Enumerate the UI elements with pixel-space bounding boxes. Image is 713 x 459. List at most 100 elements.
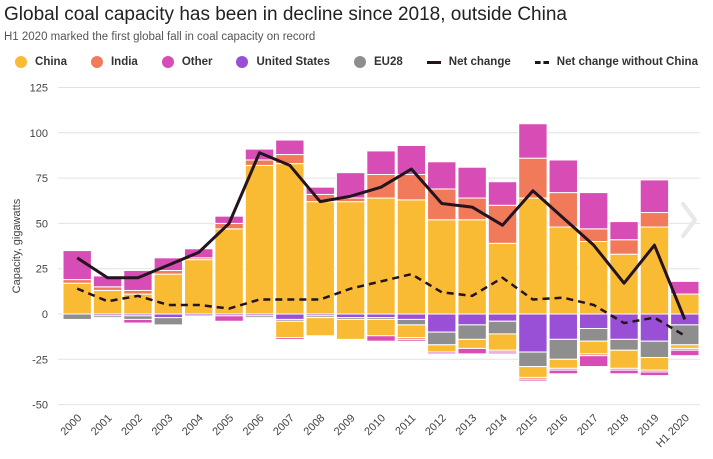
bar-segment-other bbox=[305, 186, 335, 195]
bar-segment-other bbox=[366, 150, 396, 175]
bar-segment-negative-eu28 bbox=[548, 338, 578, 360]
bar-segment-india bbox=[639, 212, 670, 228]
bar-segment-india bbox=[457, 197, 487, 221]
legend-item[interactable]: Other bbox=[161, 56, 213, 68]
bar-segment-negative-eu28 bbox=[487, 320, 518, 335]
x-tick-label: 2017 bbox=[575, 412, 601, 438]
bar-segment-china bbox=[518, 197, 548, 315]
legend-label: Net change without China bbox=[556, 56, 698, 68]
bar-segment-negative-china bbox=[366, 318, 396, 337]
bar-segment-other bbox=[487, 181, 518, 206]
y-tick-label: -50 bbox=[32, 400, 48, 412]
x-tick-label: 2006 bbox=[241, 412, 267, 438]
y-axis-label: Capacity, gigawatts bbox=[11, 198, 23, 293]
bar-segment-negative-united-states bbox=[639, 313, 670, 342]
bar-segment-other bbox=[639, 179, 670, 214]
bar-segment-negative-other bbox=[427, 351, 457, 355]
x-tick-label: 2002 bbox=[119, 412, 145, 438]
legend-swatch-dot bbox=[353, 56, 366, 68]
legend-item[interactable]: China bbox=[15, 56, 67, 68]
x-tick-label: 2015 bbox=[514, 412, 540, 438]
bar-segment-negative-other bbox=[518, 378, 548, 382]
bar-segment-china bbox=[305, 201, 335, 315]
legend-swatch-line bbox=[426, 60, 441, 64]
x-tick-label: 2011 bbox=[393, 412, 418, 437]
legend-swatch-dot bbox=[15, 56, 28, 68]
bar-segment-negative-eu28 bbox=[670, 324, 700, 346]
legend-label: Other bbox=[181, 56, 213, 68]
bar-segment-negative-eu28 bbox=[153, 317, 184, 326]
bar-segment-negative-united-states bbox=[457, 313, 487, 326]
legend-label: United States bbox=[256, 56, 330, 68]
bar-segment-negative-united-states bbox=[275, 313, 305, 320]
legend-label: China bbox=[35, 56, 67, 68]
bar-segment-negative-other bbox=[670, 349, 700, 357]
legend-swatch-dot bbox=[90, 56, 103, 68]
x-tick-label: H1 2020 bbox=[654, 412, 692, 450]
bar-segment-negative-united-states bbox=[487, 313, 518, 322]
bar-segment-other bbox=[609, 221, 639, 241]
bar-segment-negative-eu28 bbox=[518, 351, 548, 368]
bar-segment-negative-eu28 bbox=[639, 340, 670, 358]
x-tick-label: 2004 bbox=[180, 412, 206, 438]
chart-title: Global coal capacity has been in decline… bbox=[4, 4, 567, 25]
x-tick-label: 2007 bbox=[271, 412, 297, 438]
bar-segment-india bbox=[609, 239, 639, 255]
bar-segment-china bbox=[366, 197, 396, 315]
bar-segment-other bbox=[92, 275, 123, 288]
bar-segment-negative-united-states bbox=[396, 313, 427, 320]
bar-segment-india bbox=[62, 279, 92, 284]
bar-segment-china bbox=[335, 201, 366, 315]
bar-segment-negative-other bbox=[275, 337, 305, 340]
x-tick-label: 2008 bbox=[302, 412, 328, 438]
legend-label: Net change bbox=[448, 56, 511, 68]
bar-segment-negative-united-states bbox=[366, 313, 396, 319]
line-net-change-without-china bbox=[76, 272, 686, 337]
bar-segment-negative-other bbox=[214, 315, 244, 322]
y-tick-label: -25 bbox=[32, 354, 48, 366]
bar-segment-china bbox=[275, 163, 305, 315]
bar-segment-india bbox=[153, 270, 184, 275]
x-tick-label: 2005 bbox=[210, 412, 236, 438]
bar-segment-negative-other bbox=[578, 355, 609, 368]
legend-item[interactable]: India bbox=[90, 56, 138, 68]
bar-segment-negative-united-states bbox=[427, 313, 457, 333]
bar-segment-negative-other bbox=[548, 369, 578, 375]
bar-segment-negative-china bbox=[305, 317, 335, 337]
x-tick-label: 2013 bbox=[453, 412, 479, 438]
bar-segment-negative-eu28 bbox=[457, 324, 487, 340]
x-tick-label: 2003 bbox=[150, 412, 176, 438]
legend-item[interactable]: Net change bbox=[426, 56, 511, 68]
bar-segment-negative-other bbox=[639, 371, 670, 377]
bar-segment-other bbox=[275, 139, 305, 156]
bar-segment-negative-china bbox=[396, 324, 427, 339]
bar-segment-negative-china bbox=[427, 344, 457, 353]
bar-segment-negative-eu28 bbox=[396, 318, 427, 326]
legend-item[interactable]: EU28 bbox=[353, 56, 403, 68]
x-tick-label: 2014 bbox=[484, 412, 510, 438]
bar-segment-negative-other bbox=[487, 351, 518, 355]
bar-segment-negative-united-states bbox=[578, 313, 609, 329]
bar-segment-negative-eu28 bbox=[427, 331, 457, 346]
bar-segment-china bbox=[396, 199, 427, 315]
chevron-right-icon[interactable] bbox=[681, 202, 697, 238]
bar-segment-negative-other bbox=[609, 369, 639, 375]
bar-segment-china bbox=[639, 226, 670, 315]
bar-segment-negative-eu28 bbox=[609, 338, 639, 351]
y-tick-label: 0 bbox=[42, 309, 48, 321]
bar-segment-negative-eu28 bbox=[244, 315, 275, 319]
bar-segment-china bbox=[153, 273, 184, 315]
legend-swatch-dot bbox=[161, 56, 174, 68]
x-tick-label: 2012 bbox=[423, 412, 449, 438]
x-tick-label: 2000 bbox=[59, 412, 85, 438]
x-tick-label: 2016 bbox=[545, 412, 571, 438]
bar-segment-china bbox=[92, 289, 123, 315]
legend-item[interactable]: Net change without China bbox=[534, 56, 698, 68]
bar-segment-negative-united-states bbox=[518, 313, 548, 353]
bar-segment-negative-eu28 bbox=[123, 315, 153, 320]
bar-segment-other bbox=[427, 161, 457, 190]
x-tick-label: 2019 bbox=[636, 412, 662, 438]
bar-segment-china bbox=[62, 282, 92, 315]
legend-item[interactable]: United States bbox=[236, 56, 330, 68]
line-net-change bbox=[76, 151, 687, 321]
